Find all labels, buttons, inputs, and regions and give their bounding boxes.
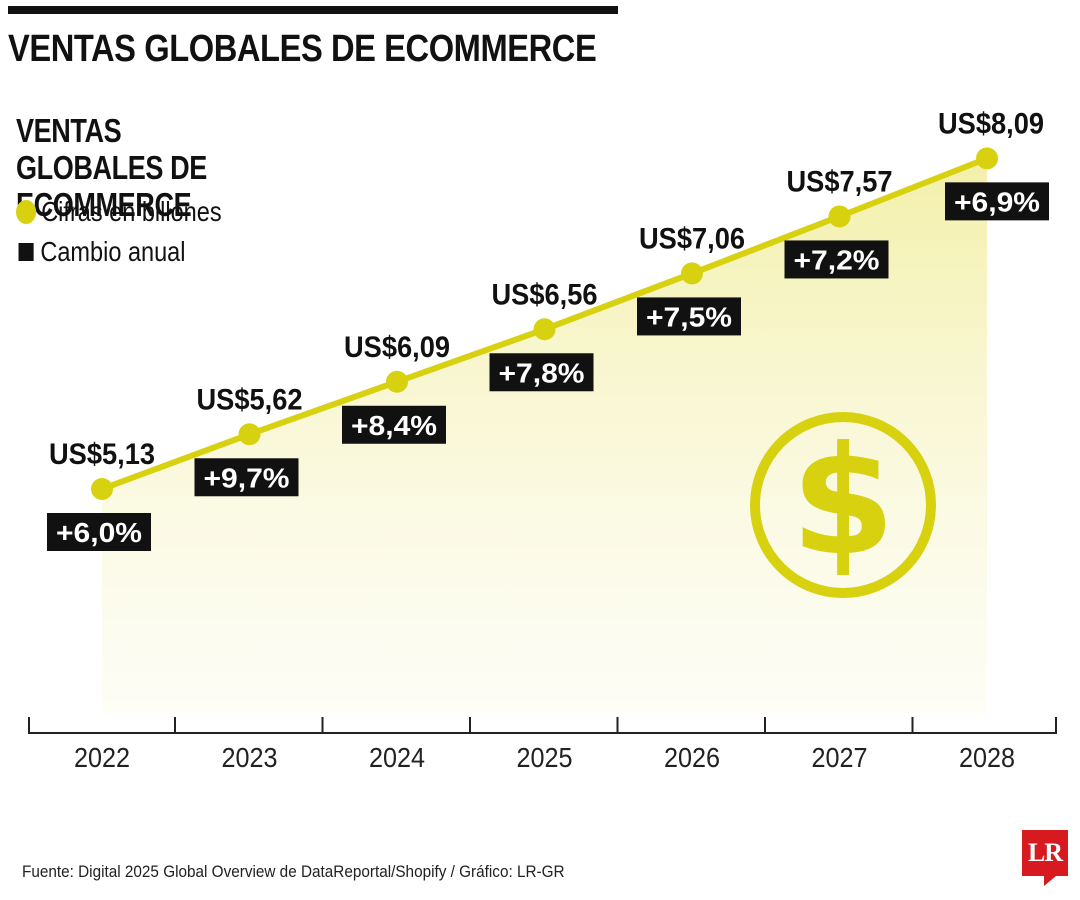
change-label: +7,2% [794, 244, 880, 275]
legend-label-values: Cifras en billones [41, 196, 222, 227]
data-point [91, 478, 113, 500]
top-rule [8, 6, 618, 14]
change-label-box [945, 182, 1049, 221]
data-point [533, 318, 556, 341]
data-point [238, 423, 261, 446]
change-label-box [194, 458, 299, 497]
x-tick-label: 2024 [369, 742, 425, 773]
legend-square-icon [18, 243, 34, 261]
change-label-box [637, 297, 741, 336]
value-label: US$8,09 [938, 107, 1044, 140]
x-tick-label: 2028 [959, 742, 1015, 773]
value-label: US$6,56 [492, 278, 598, 311]
change-label-box [784, 240, 889, 279]
chart-title: VENTAS GLOBALES DE ECOMMERCE [16, 112, 207, 223]
line-chart: $ 2022 2023 2024 2025 2026 2027 2028 US$5,13 +6… [28, 107, 1057, 773]
legend-item-values: Cifras en billones [16, 196, 222, 228]
x-tick-label: 2026 [664, 742, 720, 773]
change-label-box [489, 353, 594, 392]
x-axis: 2022 2023 2024 2025 2026 2027 2028 [28, 717, 1057, 773]
legend-label-change: Cambio anual [40, 236, 186, 267]
change-label: +6,0% [56, 517, 142, 548]
change-label: +7,5% [646, 301, 732, 332]
change-label: +9,7% [204, 462, 290, 493]
change-label: +6,9% [954, 186, 1040, 217]
dollar-coin-icon: $ [750, 412, 936, 598]
x-tick-label: 2023 [222, 742, 278, 773]
change-label-box [342, 405, 446, 444]
value-label: US$5,62 [197, 383, 303, 416]
value-label: US$7,57 [787, 165, 893, 198]
data-point [828, 205, 851, 228]
change-label: +8,4% [351, 410, 437, 441]
value-label: US$6,09 [344, 331, 450, 364]
value-label: US$5,13 [49, 438, 155, 471]
x-tick-label: 2022 [74, 742, 130, 773]
x-tick-label: 2027 [812, 742, 868, 773]
logo-text: LR [1027, 838, 1063, 867]
lr-logo: LR [1022, 830, 1068, 876]
legend-item-change: Cambio anual [16, 236, 185, 268]
area-fill [102, 158, 987, 714]
headline: VENTAS GLOBALES DE ECOMMERCE [8, 28, 597, 70]
data-point [681, 262, 703, 285]
change-label: +7,8% [499, 357, 585, 388]
logo-tail [1044, 876, 1056, 886]
svg-text:$: $ [791, 415, 895, 589]
x-tick-label: 2025 [517, 742, 573, 773]
source-note: Fuente: Digital 2025 Global Overview de … [22, 862, 565, 881]
legend-dot-icon [16, 200, 37, 224]
value-label: US$7,06 [639, 222, 745, 255]
data-point [386, 370, 408, 393]
data-point [976, 147, 998, 170]
change-label-box [47, 513, 151, 551]
